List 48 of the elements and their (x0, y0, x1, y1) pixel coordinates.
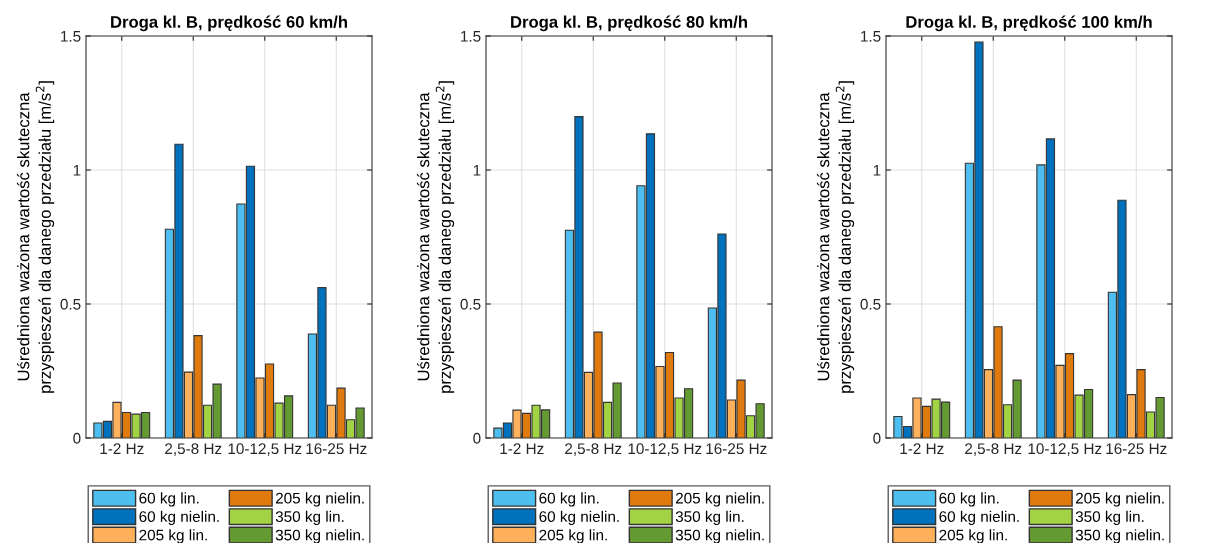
x-tick-label: 2,5-8 Hz (965, 443, 1022, 456)
chart-title: Droga kl. B, prędkość 100 km/h (906, 15, 1152, 32)
legend-label: 350 kg lin. (675, 510, 744, 526)
legend-label: 350 kg lin. (1075, 510, 1144, 526)
x-tick-label: 10-12,5 Hz (628, 443, 702, 456)
legend-label: 205 kg nielin. (675, 492, 764, 507)
legend-label: 60 kg nielin. (139, 510, 219, 526)
legend-label: 60 kg lin. (139, 492, 199, 507)
chart-title: Droga kl. B, prędkość 80 km/h (511, 15, 747, 32)
y-tick-label: 0.5 (60, 298, 81, 310)
legend-label: 205 kg nielin. (275, 492, 364, 507)
legend-label: 60 kg nielin. (539, 510, 619, 526)
legend-label: 60 kg nielin. (939, 510, 1019, 526)
x-tick-label: 2,5-8 Hz (565, 443, 622, 456)
legend-label: 350 kg nielin. (675, 529, 764, 543)
y-axis-title: Uśredniona ważona wartość skuteczna przyspieszeń dla danego przedziału [m/s$^{2}$] (16, 81, 55, 393)
y-tick-label: 0 (73, 432, 81, 444)
y-tick-label: 1.5 (61, 31, 81, 42)
legend-label: 350 kg nielin. (1075, 529, 1164, 543)
legend-label: 60 kg lin. (539, 492, 599, 507)
y-tick-label: 1 (473, 165, 481, 176)
legend-label: 205 kg lin. (539, 529, 607, 543)
y-tick-label: 1.5 (461, 31, 481, 42)
legend-label: 205 kg lin. (939, 529, 1007, 543)
legend-label: 205 kg nielin. (1075, 492, 1164, 507)
x-tick-label: 1-2 Hz (500, 443, 544, 454)
x-tick-label: 16-25 Hz (306, 443, 367, 455)
x-tick-label: 2,5-8 Hz (165, 443, 222, 456)
y-tick-label: 1 (73, 165, 81, 176)
y-tick-label: 0 (873, 432, 881, 444)
y-tick-label: 0 (473, 432, 481, 444)
y-axis-title: Uśredniona ważona wartość skuteczna przyspieszeń dla danego przedziału [m/s$^{2}$] (816, 81, 855, 393)
y-tick-label: 0.5 (860, 298, 881, 310)
y-tick-label: 0.5 (460, 298, 481, 310)
x-tick-label: 10-12,5 Hz (228, 443, 302, 456)
legend-label: 350 kg nielin. (275, 529, 364, 543)
x-tick-label: 16-25 Hz (706, 443, 767, 455)
legend-label: 60 kg lin. (939, 492, 999, 507)
x-tick-label: 1-2 Hz (100, 443, 144, 454)
legend-label: 205 kg lin. (139, 529, 207, 543)
x-tick-label: 16-25 Hz (1106, 443, 1167, 455)
chart-title: Droga kl. B, prędkość 60 km/h (111, 15, 347, 32)
y-tick-label: 1 (873, 165, 881, 176)
legend-label: 350 kg lin. (275, 510, 344, 526)
x-tick-label: 10-12,5 Hz (1028, 443, 1102, 456)
x-tick-label: 1-2 Hz (900, 443, 944, 454)
y-axis-title: Uśredniona ważona wartość skuteczna przyspieszeń dla danego przedziału [m/s$^{2}$] (416, 81, 455, 393)
y-tick-label: 1.5 (861, 31, 881, 42)
